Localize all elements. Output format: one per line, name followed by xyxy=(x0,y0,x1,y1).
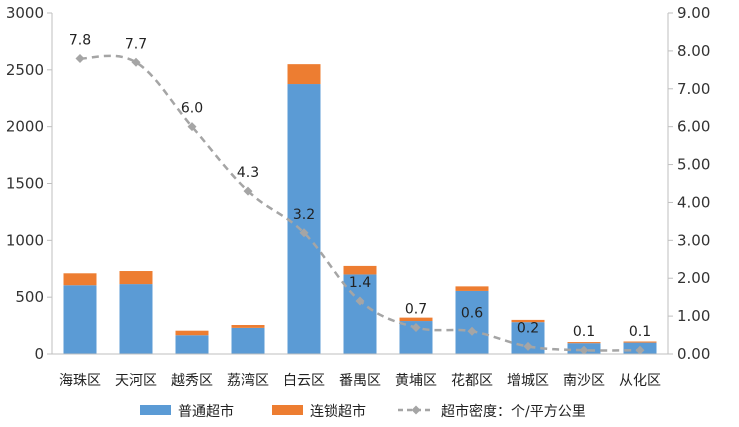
density-data-label: 4.3 xyxy=(237,165,259,181)
category-label: 荔湾区 xyxy=(227,372,269,389)
density-point-marker xyxy=(635,345,645,355)
density-point-marker xyxy=(243,186,253,196)
right-axis-tick-label: 4.00 xyxy=(677,193,710,211)
right-y-axis: 0.00 1.00 2.00 3.00 4.00 5.00 6.00 7.00 8.00 9.00 xyxy=(667,4,710,363)
category-label: 黄埔区 xyxy=(395,372,437,389)
category-label: 越秀区 xyxy=(171,373,213,389)
bar-segment-chain-supermarket xyxy=(231,325,265,328)
category-label: 从化区 xyxy=(619,373,661,389)
bar-segment-chain-supermarket xyxy=(63,273,97,286)
bar-segment-chain-supermarket xyxy=(175,330,209,336)
right-axis-tick-label: 2.00 xyxy=(677,269,710,287)
bar-segment-chain-supermarket xyxy=(511,319,545,323)
density-point-marker xyxy=(411,322,421,332)
category-label: 花都区 xyxy=(451,373,493,389)
density-line-series: 7.8 7.7 6.0 4.3 3.2 1.4 0.7 0.6 0.2 0.1 0.1 xyxy=(69,32,651,355)
left-axis-tick-label: 1000 xyxy=(6,231,44,249)
density-point-marker xyxy=(523,341,533,351)
left-axis-tick-label: 2500 xyxy=(6,61,44,79)
category-label: 番禺区 xyxy=(339,373,381,389)
bar-segment-regular-supermarket xyxy=(175,335,209,354)
bar-segment-chain-supermarket xyxy=(399,317,433,322)
bar-segment-chain-supermarket xyxy=(455,286,489,291)
legend-label-density: 超市密度：个/平方公里 xyxy=(441,403,586,420)
bar-segment-chain-supermarket xyxy=(343,265,377,275)
density-data-label: 3.2 xyxy=(293,207,315,223)
category-label: 海珠区 xyxy=(59,373,101,389)
category-label: 天河区 xyxy=(115,373,157,389)
bar-segment-regular-supermarket xyxy=(63,285,97,354)
density-line xyxy=(79,54,641,352)
bar-segment-regular-supermarket xyxy=(231,327,265,354)
legend-label-chain-supermarket: 连锁超市 xyxy=(310,403,366,420)
left-y-axis: 0 500 1000 1500 2000 2500 3000 xyxy=(6,4,53,363)
density-point-marker xyxy=(299,228,309,238)
density-data-label: 1.4 xyxy=(349,275,371,291)
bar-segment-chain-supermarket xyxy=(623,341,657,343)
density-point-marker xyxy=(131,57,141,67)
density-data-label: 0.6 xyxy=(461,305,483,321)
density-point-marker xyxy=(467,326,477,336)
right-axis-tick-label: 7.00 xyxy=(677,80,710,98)
category-label: 白云区 xyxy=(283,373,325,389)
right-axis-tick-label: 5.00 xyxy=(677,156,710,174)
density-data-label: 7.8 xyxy=(69,32,91,48)
right-axis-tick-label: 3.00 xyxy=(677,231,710,249)
right-axis-tick-label: 6.00 xyxy=(677,118,710,136)
density-data-label: 0.1 xyxy=(573,324,595,340)
left-axis-tick-label: 0 xyxy=(34,345,44,363)
density-data-label: 0.1 xyxy=(629,324,651,340)
left-axis-tick-label: 3000 xyxy=(6,4,44,22)
density-data-label: 7.7 xyxy=(125,36,147,52)
right-axis-tick-label: 1.00 xyxy=(677,307,710,325)
density-point-marker xyxy=(75,53,85,63)
left-axis-tick-label: 500 xyxy=(15,288,44,306)
bar-segment-regular-supermarket xyxy=(455,290,489,354)
right-axis-tick-label: 9.00 xyxy=(677,4,710,22)
category-label: 南沙区 xyxy=(563,373,605,389)
bar-segment-chain-supermarket xyxy=(287,64,321,85)
density-point-marker xyxy=(187,122,197,132)
right-axis-tick-label: 8.00 xyxy=(677,42,710,60)
legend-swatch-chain-supermarket xyxy=(272,405,303,415)
category-axis: 海珠区 天河区 越秀区 荔湾区 白云区 番禺区 黄埔区 花都区 增城区 南沙区 从化区 xyxy=(52,353,668,389)
density-point-marker xyxy=(579,345,589,355)
bar-segment-chain-supermarket xyxy=(567,342,601,344)
category-label: 增城区 xyxy=(507,373,549,389)
density-data-label: 6.0 xyxy=(181,101,203,117)
bar-segment-regular-supermarket xyxy=(119,284,153,354)
density-data-label: 0.2 xyxy=(517,320,539,336)
legend-label-regular-supermarket: 普通超市 xyxy=(178,403,234,420)
bar-segment-regular-supermarket xyxy=(343,274,377,354)
bar-series xyxy=(63,64,657,355)
left-axis-tick-label: 2000 xyxy=(6,118,44,136)
legend-marker-density xyxy=(411,405,421,415)
bar-segment-chain-supermarket xyxy=(119,271,153,285)
legend-swatch-regular-supermarket xyxy=(140,405,171,415)
legend: 普通超市 连锁超市 超市密度：个/平方公里 xyxy=(140,403,586,420)
density-point-marker xyxy=(355,296,365,306)
right-axis-tick-label: 0.00 xyxy=(677,345,710,363)
left-axis-tick-label: 1500 xyxy=(6,175,44,193)
density-data-label: 0.7 xyxy=(405,301,427,317)
bar-segment-regular-supermarket xyxy=(287,84,321,355)
